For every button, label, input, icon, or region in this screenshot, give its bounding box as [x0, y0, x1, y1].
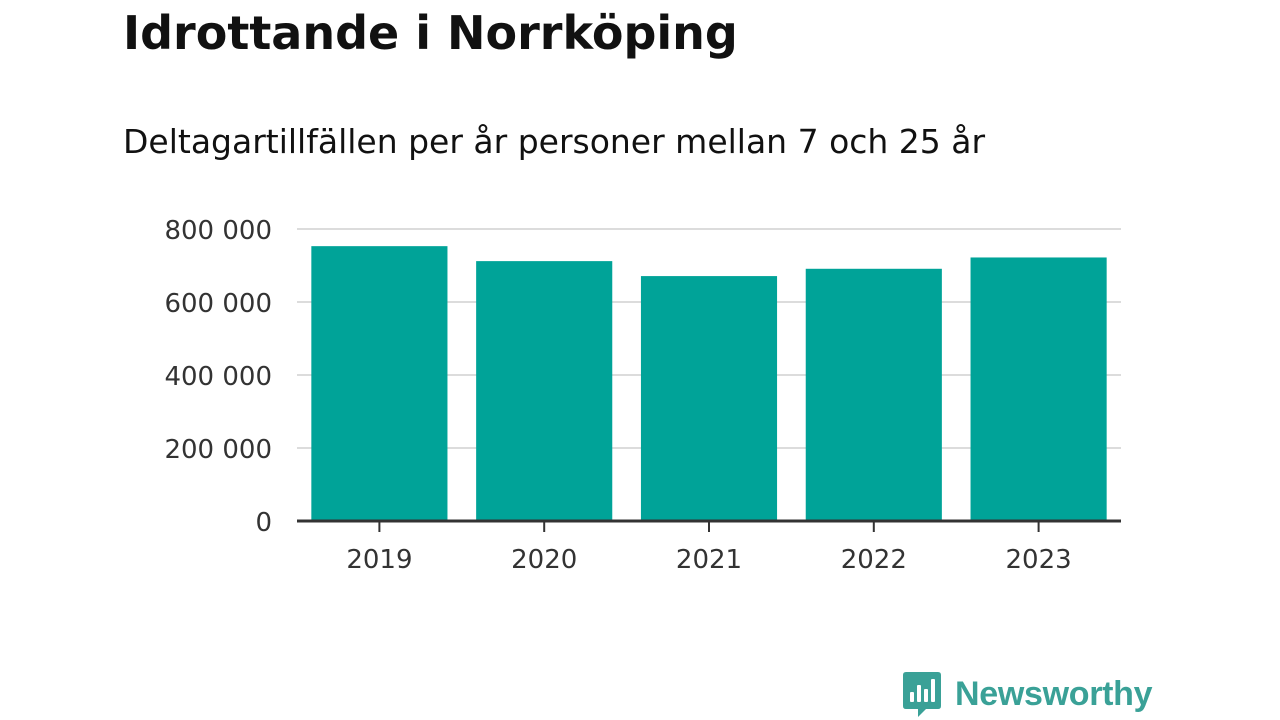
- y-tick-label: 200 000: [164, 435, 272, 465]
- newsworthy-logo: Newsworthy: [902, 670, 1153, 718]
- y-tick-label: 800 000: [164, 216, 272, 246]
- x-axis: [297, 519, 1121, 532]
- bar-2022: [805, 268, 942, 521]
- y-tick-label: 600 000: [164, 289, 272, 319]
- bar-2020: [476, 261, 613, 521]
- y-axis-labels: 0 200 000 400 000 600 000 800 000: [164, 216, 272, 538]
- x-tick-label: 2022: [841, 545, 907, 575]
- bar-2023: [970, 257, 1107, 521]
- y-tick-label: 0: [255, 508, 272, 538]
- chart-subtitle: Deltagartillfällen per år personer mella…: [123, 122, 986, 161]
- brand-name: Newsworthy: [955, 674, 1153, 713]
- bar-2021: [640, 276, 778, 521]
- chart-title: Idrottande i Norrköping: [123, 6, 738, 60]
- bar-2019: [311, 246, 448, 521]
- bars: [311, 246, 1107, 521]
- x-tick-label: 2021: [676, 545, 742, 575]
- x-axis-labels: 2019 2020 2021 2022 2023: [346, 545, 1071, 575]
- y-tick-label: 400 000: [164, 362, 272, 392]
- newsworthy-chart-bubble-icon: [903, 672, 941, 717]
- x-tick-label: 2019: [346, 545, 412, 575]
- x-tick-label: 2020: [511, 545, 577, 575]
- x-tick-label: 2023: [1006, 545, 1072, 575]
